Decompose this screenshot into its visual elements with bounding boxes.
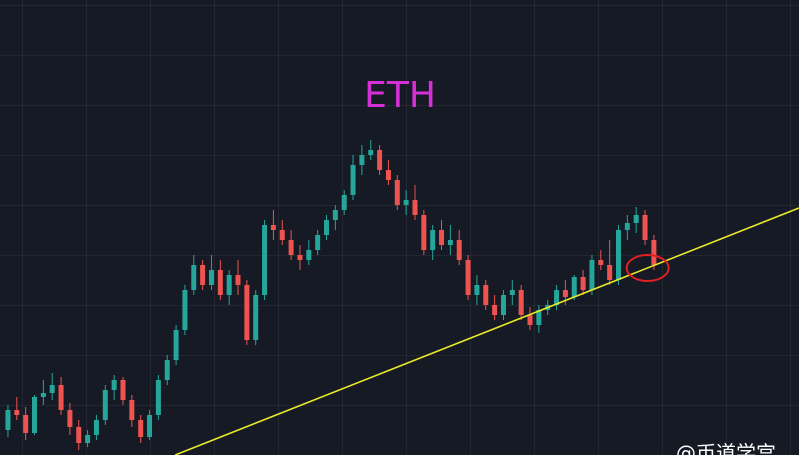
- candle-body: [368, 150, 374, 155]
- candle-body: [527, 315, 533, 325]
- watermark: @币道学宫: [676, 441, 776, 455]
- candle-body: [32, 397, 38, 433]
- candle-body: [377, 150, 383, 170]
- candle-body: [76, 427, 82, 443]
- candle-body: [562, 290, 568, 297]
- candle-body: [536, 310, 542, 325]
- trendline: [174, 207, 799, 455]
- candle-body: [359, 155, 365, 165]
- candle-body: [403, 200, 409, 205]
- candle-body: [509, 290, 515, 295]
- candle-body: [500, 295, 506, 315]
- candle-body: [182, 290, 188, 330]
- chart-title: ETH: [364, 75, 436, 116]
- candle-body: [58, 385, 64, 410]
- candle-body: [615, 230, 621, 280]
- candle-body: [607, 265, 613, 280]
- candle-body: [306, 250, 312, 260]
- candle-body: [589, 260, 595, 290]
- candle-body: [147, 415, 153, 437]
- candle-body: [49, 385, 55, 393]
- candle-body: [439, 230, 445, 245]
- candle-body: [217, 270, 223, 295]
- candle-body: [350, 165, 356, 195]
- candle-body: [642, 215, 648, 240]
- candle-body: [341, 195, 347, 210]
- highlight-circle: [625, 254, 670, 282]
- candle-body: [279, 230, 285, 240]
- candle-body: [315, 235, 321, 250]
- candle-body: [67, 410, 73, 427]
- candle-body: [598, 260, 604, 265]
- candle-body: [270, 225, 276, 230]
- candle-body: [483, 285, 489, 305]
- candle-body: [465, 260, 471, 295]
- candle-body: [492, 305, 498, 315]
- candle-body: [111, 380, 117, 390]
- candle-body: [332, 210, 338, 220]
- candle-body: [164, 360, 170, 380]
- candle-body: [297, 255, 303, 260]
- candle-body: [447, 240, 453, 245]
- candle-body: [554, 290, 560, 305]
- candle-body: [93, 420, 99, 435]
- candle-body: [288, 240, 294, 255]
- candle-body: [518, 290, 524, 315]
- candle-body: [571, 277, 577, 297]
- candle-body: [173, 330, 179, 360]
- candle-body: [244, 285, 250, 340]
- candle-body: [633, 215, 639, 223]
- candle-body: [421, 215, 427, 250]
- candle-body: [14, 410, 20, 415]
- candle-body: [394, 180, 400, 205]
- candle-body: [23, 415, 29, 433]
- candle-body: [474, 285, 480, 295]
- candle-body: [651, 240, 657, 265]
- candle-body: [235, 275, 241, 285]
- candle-body: [155, 380, 161, 415]
- candle-body: [191, 265, 197, 290]
- candle-body: [5, 410, 11, 430]
- candle-body: [129, 400, 135, 420]
- candle-body: [324, 220, 330, 235]
- candle-body: [85, 435, 91, 443]
- candle-body: [385, 170, 391, 180]
- candle-body: [430, 230, 436, 250]
- candle-body: [138, 420, 144, 437]
- candle-body: [580, 277, 586, 290]
- candle-body: [208, 270, 214, 285]
- candle-body: [624, 223, 630, 230]
- candle-body: [102, 390, 108, 420]
- candle-body: [253, 295, 259, 340]
- candle-body: [40, 393, 46, 397]
- candle-body: [456, 240, 462, 260]
- candle-body: [120, 380, 126, 400]
- candle-body: [262, 225, 268, 295]
- candle-body: [226, 275, 232, 295]
- candle-body: [412, 200, 418, 215]
- candle-body: [200, 265, 206, 285]
